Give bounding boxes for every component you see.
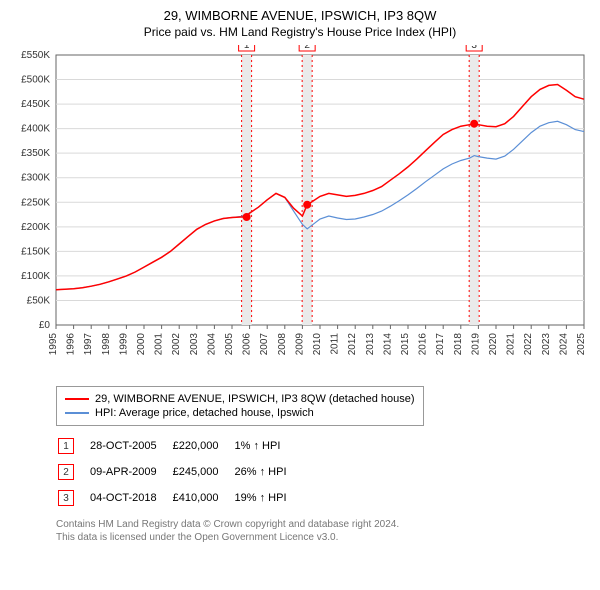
marker-badge-num: 1: [244, 45, 250, 51]
x-tick-label: 2011: [330, 333, 341, 355]
y-tick-label: £500K: [21, 75, 50, 86]
marker-row: 3 04-OCT-2018£410,00019% ↑ HPI: [58, 486, 301, 510]
x-tick-label: 2025: [576, 333, 587, 356]
x-tick-label: 2022: [523, 333, 534, 356]
x-tick-label: 2000: [136, 333, 147, 356]
y-tick-label: £300K: [21, 173, 50, 184]
x-tick-label: 1999: [118, 333, 129, 356]
attribution-footer: Contains HM Land Registry data © Crown c…: [56, 518, 592, 544]
marker-date: 28-OCT-2005: [90, 434, 171, 458]
x-tick-label: 2017: [435, 333, 446, 356]
marker-delta: 1% ↑ HPI: [235, 434, 301, 458]
x-tick-label: 2007: [259, 333, 270, 356]
x-tick-label: 1996: [66, 333, 77, 356]
marker-band: [469, 55, 479, 325]
marker-row: 2 09-APR-2009£245,00026% ↑ HPI: [58, 460, 301, 484]
x-tick-label: 2016: [418, 333, 429, 356]
price-chart: £0 £50K £100K £150K £200K £250K £300K £350K £400…: [8, 45, 592, 375]
marker-date: 04-OCT-2018: [90, 486, 171, 510]
x-tick-label: 2014: [382, 333, 393, 356]
legend-label: 29, WIMBORNE AVENUE, IPSWICH, IP3 8QW (d…: [95, 393, 415, 405]
marker-badge-num: 2: [304, 45, 310, 51]
x-tick-label: 2012: [347, 333, 358, 356]
y-tick-label: £350K: [21, 148, 50, 159]
footer-line: Contains HM Land Registry data © Crown c…: [56, 518, 592, 531]
marker-price: £220,000: [173, 434, 233, 458]
y-tick-label: £400K: [21, 124, 50, 135]
x-tick-label: 2001: [154, 333, 165, 356]
marker-badge: 2: [58, 464, 74, 480]
x-tick-label: 2010: [312, 333, 323, 356]
y-tick-label: £200K: [21, 222, 50, 233]
legend-swatch: [65, 398, 89, 400]
x-tick-label: 2020: [488, 333, 499, 356]
y-tick-label: £0: [39, 320, 51, 331]
marker-row: 1 28-OCT-2005£220,0001% ↑ HPI: [58, 434, 301, 458]
sale-point: [243, 213, 251, 221]
x-tick-label: 2024: [558, 333, 569, 356]
legend-row: HPI: Average price, detached house, Ipsw…: [65, 407, 415, 419]
marker-price: £410,000: [173, 486, 233, 510]
y-tick-label: £100K: [21, 271, 50, 282]
x-tick-label: 2018: [453, 333, 464, 356]
x-tick-label: 2015: [400, 333, 411, 356]
x-tick-label: 2003: [189, 333, 200, 356]
legend-row: 29, WIMBORNE AVENUE, IPSWICH, IP3 8QW (d…: [65, 393, 415, 405]
marker-price: £245,000: [173, 460, 233, 484]
y-tick-label: £150K: [21, 246, 50, 257]
marker-delta: 19% ↑ HPI: [235, 486, 301, 510]
y-tick-label: £250K: [21, 197, 50, 208]
marker-band: [242, 55, 252, 325]
marker-badge: 1: [58, 438, 74, 454]
legend-swatch: [65, 412, 89, 414]
marker-band: [302, 55, 312, 325]
marker-date: 09-APR-2009: [90, 460, 171, 484]
sale-markers-table: 1 28-OCT-2005£220,0001% ↑ HPI 2 09-APR-2009…: [56, 432, 303, 512]
x-tick-label: 2023: [541, 333, 552, 356]
x-tick-label: 2019: [470, 333, 481, 356]
chart-subtitle: Price paid vs. HM Land Registry's House …: [8, 25, 592, 39]
x-tick-label: 1997: [83, 333, 94, 356]
marker-delta: 26% ↑ HPI: [235, 460, 301, 484]
chart-plot-area: £0 £50K £100K £150K £200K £250K £300K £350K £400…: [8, 45, 592, 380]
sale-point: [470, 120, 478, 128]
y-tick-label: £450K: [21, 99, 50, 110]
legend-box: 29, WIMBORNE AVENUE, IPSWICH, IP3 8QW (d…: [56, 386, 424, 426]
x-tick-label: 2009: [294, 333, 305, 356]
x-tick-label: 2013: [365, 333, 376, 356]
x-tick-label: 2021: [506, 333, 517, 356]
y-tick-label: £550K: [21, 50, 50, 61]
plot-bg: [56, 55, 584, 325]
footer-line: This data is licensed under the Open Gov…: [56, 531, 592, 544]
x-tick-label: 2006: [242, 333, 253, 356]
y-tick-label: £50K: [27, 295, 51, 306]
x-tick-label: 2002: [171, 333, 182, 356]
sale-point: [303, 201, 311, 209]
marker-badge-num: 3: [471, 45, 477, 51]
marker-badge: 3: [58, 490, 74, 506]
x-tick-label: 2004: [206, 333, 217, 356]
x-tick-label: 2008: [277, 333, 288, 356]
legend-label: HPI: Average price, detached house, Ipsw…: [95, 407, 314, 419]
x-tick-label: 1995: [48, 333, 59, 356]
chart-container: 29, WIMBORNE AVENUE, IPSWICH, IP3 8QW Pr…: [0, 0, 600, 552]
x-tick-label: 2005: [224, 333, 235, 356]
x-tick-label: 1998: [101, 333, 112, 356]
chart-title: 29, WIMBORNE AVENUE, IPSWICH, IP3 8QW: [8, 8, 592, 23]
